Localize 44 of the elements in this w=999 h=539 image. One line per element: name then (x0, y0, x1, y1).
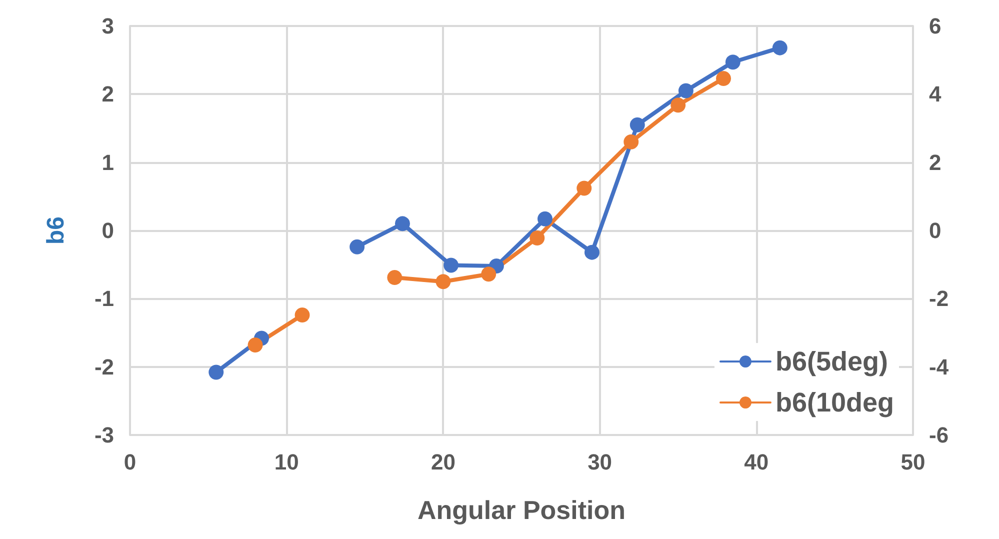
y-tick-label: -1 (94, 286, 114, 312)
y2-tick-label: -6 (929, 422, 949, 448)
point (350, 239, 365, 254)
y2-tick-label: 0 (929, 218, 942, 243)
point (630, 117, 645, 132)
point (395, 216, 410, 232)
x-tick-label: 50 (900, 450, 926, 474)
point (716, 70, 732, 86)
y2-tick-label: 4 (929, 82, 942, 107)
x-tick-label: 0 (124, 450, 136, 474)
y-tick-label: -3 (94, 422, 114, 448)
point (248, 338, 263, 353)
y-tick-label: 2 (102, 82, 114, 107)
point (387, 270, 402, 286)
x-tick-label: 30 (588, 450, 612, 474)
point (584, 244, 600, 260)
point (481, 266, 496, 282)
point (444, 258, 459, 273)
y-tick-label: 0 (102, 218, 114, 243)
point (725, 54, 740, 70)
point (576, 180, 592, 196)
y-axis-title: b6 (42, 216, 70, 245)
y2-tick-label: -4 (929, 354, 950, 380)
point (772, 40, 788, 56)
y-tick-label: 3 (102, 14, 114, 38)
y2-tick-label: 2 (929, 150, 942, 175)
y2-tick-label: 6 (929, 14, 942, 38)
x-tick-label: 20 (430, 450, 456, 474)
point (678, 83, 694, 98)
point (624, 134, 639, 150)
point (208, 364, 224, 380)
point (538, 211, 552, 226)
legend-label: b6(5deg) (775, 346, 888, 376)
point (436, 274, 451, 290)
point (294, 308, 310, 323)
y2-tick-label: -2 (929, 286, 949, 312)
point (670, 98, 686, 113)
y-tick-label: -2 (94, 354, 114, 380)
x-tick-label: 40 (744, 450, 769, 474)
legend-label: b6(10deg (775, 388, 894, 418)
x-axis-title: Angular Position (418, 495, 626, 525)
point (530, 230, 545, 246)
y-tick-label: 1 (102, 150, 114, 175)
x-tick-label: 10 (274, 450, 299, 474)
